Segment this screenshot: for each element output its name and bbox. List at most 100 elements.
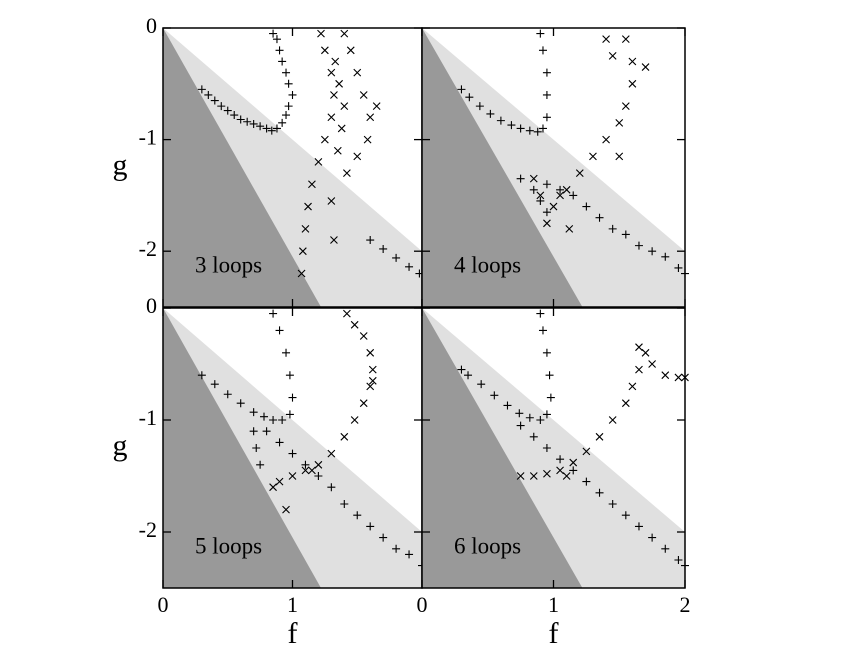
- marker: [343, 309, 351, 318]
- marker: [350, 416, 359, 424]
- marker: [256, 122, 265, 131]
- marker: [542, 68, 551, 77]
- marker: [262, 124, 271, 133]
- marker: [533, 127, 542, 136]
- marker: [575, 169, 584, 177]
- marker: [615, 118, 624, 127]
- marker: [252, 444, 261, 452]
- marker: [368, 376, 377, 385]
- marker: [536, 309, 545, 318]
- y-tick-label: -2: [139, 236, 157, 261]
- marker: [542, 180, 551, 189]
- marker: [366, 113, 375, 122]
- marker: [546, 393, 555, 402]
- shaded-region: [422, 308, 583, 588]
- marker: [648, 247, 657, 256]
- marker: [515, 409, 524, 418]
- marker: [545, 371, 554, 380]
- marker: [635, 365, 643, 374]
- marker: [538, 46, 547, 55]
- marker: [335, 79, 344, 88]
- marker: [621, 511, 630, 520]
- marker: [269, 309, 278, 318]
- marker: [538, 124, 547, 133]
- marker: [661, 544, 670, 553]
- marker: [269, 483, 277, 492]
- marker: [236, 399, 245, 408]
- marker: [298, 247, 307, 256]
- marker: [536, 196, 545, 205]
- marker: [327, 449, 336, 458]
- marker: [285, 410, 294, 419]
- marker: [549, 202, 558, 211]
- marker: [262, 427, 271, 436]
- marker: [595, 213, 604, 222]
- marker: [359, 91, 368, 99]
- marker: [284, 79, 293, 88]
- marker: [278, 118, 287, 127]
- marker: [243, 117, 252, 126]
- marker: [197, 371, 206, 380]
- marker: [330, 91, 338, 99]
- marker: [661, 252, 670, 261]
- marker: [582, 447, 591, 456]
- marker: [595, 432, 604, 441]
- marker: [556, 191, 564, 200]
- marker: [634, 241, 643, 250]
- marker: [569, 191, 578, 200]
- marker: [236, 115, 245, 124]
- marker: [457, 365, 466, 374]
- marker: [525, 126, 534, 135]
- marker: [542, 90, 551, 99]
- marker: [529, 174, 538, 183]
- marker: [272, 124, 281, 133]
- marker: [621, 35, 630, 44]
- marker: [648, 533, 657, 542]
- marker: [486, 109, 495, 118]
- marker: [363, 135, 372, 144]
- marker: [230, 111, 239, 120]
- marker: [648, 360, 657, 368]
- marker: [288, 449, 297, 458]
- marker: [582, 202, 591, 211]
- marker: [635, 343, 643, 352]
- marker: [542, 113, 551, 122]
- marker: [542, 208, 551, 217]
- marker: [282, 505, 290, 514]
- marker: [275, 438, 284, 447]
- marker: [621, 399, 630, 408]
- marker: [210, 96, 219, 105]
- y-axis-label: g: [113, 148, 128, 181]
- marker: [641, 348, 650, 357]
- marker: [525, 413, 534, 422]
- panel: 0 1 -2 -1 0 5 loops f g: [113, 293, 426, 650]
- marker: [269, 416, 278, 424]
- marker: [327, 483, 336, 492]
- marker: [556, 185, 565, 194]
- panel-label: 4 loops: [454, 252, 521, 277]
- marker: [353, 511, 362, 520]
- marker: [674, 263, 683, 272]
- marker: [314, 158, 323, 166]
- marker: [496, 116, 505, 125]
- marker: [628, 382, 637, 391]
- x-tick-label: 2: [680, 592, 691, 617]
- x-axis-label: f: [549, 617, 559, 650]
- marker: [353, 152, 362, 161]
- marker: [543, 219, 551, 228]
- panel: 0 1 2 6 loops f: [417, 307, 691, 650]
- x-tick-label: 1: [548, 592, 559, 617]
- marker: [608, 52, 617, 60]
- marker: [275, 46, 284, 55]
- marker: [320, 46, 329, 55]
- marker: [314, 472, 323, 480]
- marker: [366, 236, 375, 245]
- marker: [359, 399, 368, 408]
- x-tick-label: 0: [417, 592, 428, 617]
- marker: [475, 102, 484, 111]
- marker: [210, 380, 219, 389]
- marker: [379, 244, 388, 253]
- marker: [288, 393, 297, 402]
- marker: [314, 460, 323, 469]
